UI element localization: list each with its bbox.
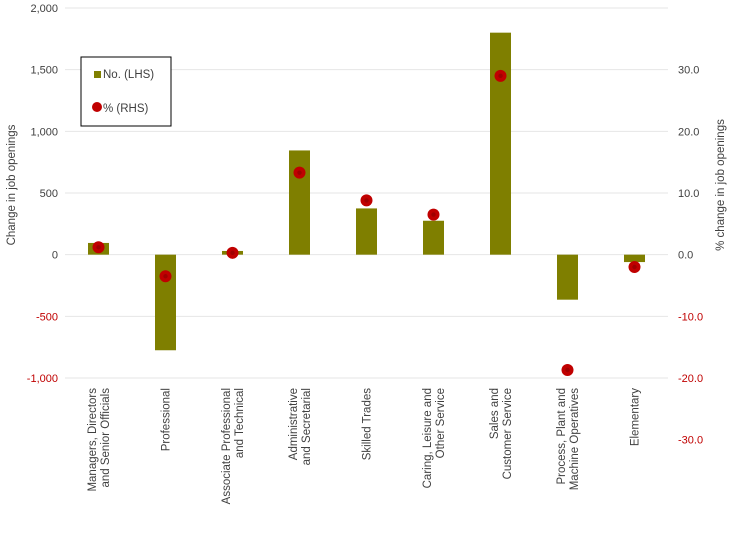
- bar: [490, 32, 511, 255]
- bar: [423, 220, 444, 255]
- point-marker-center: [565, 367, 570, 373]
- category-label-line: Process, Plant and: [556, 388, 568, 485]
- y2-tick-label: -20.0: [678, 373, 703, 385]
- category-label: Caring, Leisure and Other Service: [422, 388, 447, 488]
- y-tick-label: 500: [40, 188, 58, 200]
- y-tick-label: 2,000: [30, 3, 58, 15]
- bar: [624, 254, 645, 263]
- category-label-line: and Senior Officials: [100, 388, 112, 488]
- y2-tick-label: 10.0: [678, 188, 699, 200]
- left-axis-title: Change in job openings: [6, 124, 18, 245]
- point-marker-center: [297, 170, 302, 175]
- right-axis-title: % change in job openings: [715, 119, 727, 251]
- y2-tick-label: 30.0: [678, 65, 699, 77]
- point-marker-center: [96, 245, 101, 250]
- legend-marker-swatch: [92, 102, 102, 112]
- point-marker-center: [498, 73, 503, 79]
- category-label-line: Caring, Leisure and: [422, 388, 434, 488]
- category-label-line: Elementary: [630, 388, 642, 446]
- category-label-line: Other Service: [435, 388, 447, 458]
- legend-bar-swatch: [94, 71, 101, 78]
- category-label-line: Customer Service: [502, 388, 514, 479]
- y-tick-label: -500: [36, 311, 58, 323]
- category-label-line: Sales and: [489, 388, 501, 439]
- category-label-line: Machine Operatives: [569, 388, 581, 491]
- category-label-line: and Secretarial: [301, 388, 313, 465]
- legend-marker-label: % (RHS): [103, 103, 149, 115]
- category-label-line: Professional: [161, 388, 173, 451]
- category-label-line: Skilled Trades: [362, 388, 374, 460]
- category-label-line: and Technical: [234, 388, 246, 458]
- y-tick-label: 1,500: [30, 65, 58, 77]
- left-axis-ticks: -1,000 -500 0 500 1,000 1,500 2,000: [27, 3, 58, 385]
- point-marker-center: [163, 274, 168, 279]
- point-marker-center: [364, 198, 369, 203]
- right-axis-ticks: -30.0 -20.0 -10.0 0.0 10.0 20.0 30.0: [678, 65, 703, 447]
- category-label: Associate Professional and Technical: [221, 388, 246, 504]
- y-tick-label: 1,000: [30, 126, 58, 138]
- category-label: Process, Plant and Machine Operatives: [556, 388, 581, 491]
- category-label: Administrative and Secretarial: [288, 388, 313, 465]
- category-label-line: Managers, Directors: [87, 388, 99, 492]
- y2-tick-label: 0.0: [678, 250, 693, 262]
- category-label: Skilled Trades: [362, 388, 374, 460]
- legend-box: [80, 56, 172, 127]
- legend-bar-label: No. (LHS): [103, 69, 154, 81]
- category-labels: Managers, Directors and Senior Officials P…: [87, 388, 642, 505]
- category-label: Professional: [161, 388, 173, 451]
- bar: [289, 150, 310, 255]
- y2-tick-label: 20.0: [678, 126, 699, 138]
- category-label: Sales and Customer Service: [489, 388, 514, 479]
- point-marker-center: [230, 250, 235, 256]
- point-marker-center: [431, 212, 436, 217]
- bar: [155, 254, 176, 351]
- y-tick-label: 0: [52, 250, 58, 262]
- legend: No. (LHS) % (RHS): [80, 56, 172, 127]
- bar-series: [88, 32, 645, 351]
- point-series: [92, 69, 641, 376]
- y2-tick-label: -10.0: [678, 311, 703, 323]
- bar: [356, 208, 377, 255]
- category-label-line: Administrative: [288, 388, 300, 460]
- category-label-line: Associate Professional: [221, 388, 233, 504]
- category-label: Managers, Directors and Senior Officials: [87, 388, 112, 492]
- point-marker-center: [632, 264, 637, 270]
- y-tick-label: -1,000: [27, 373, 58, 385]
- category-label: Elementary: [630, 388, 642, 446]
- y2-tick-label: -30.0: [678, 435, 703, 447]
- bar: [557, 254, 578, 300]
